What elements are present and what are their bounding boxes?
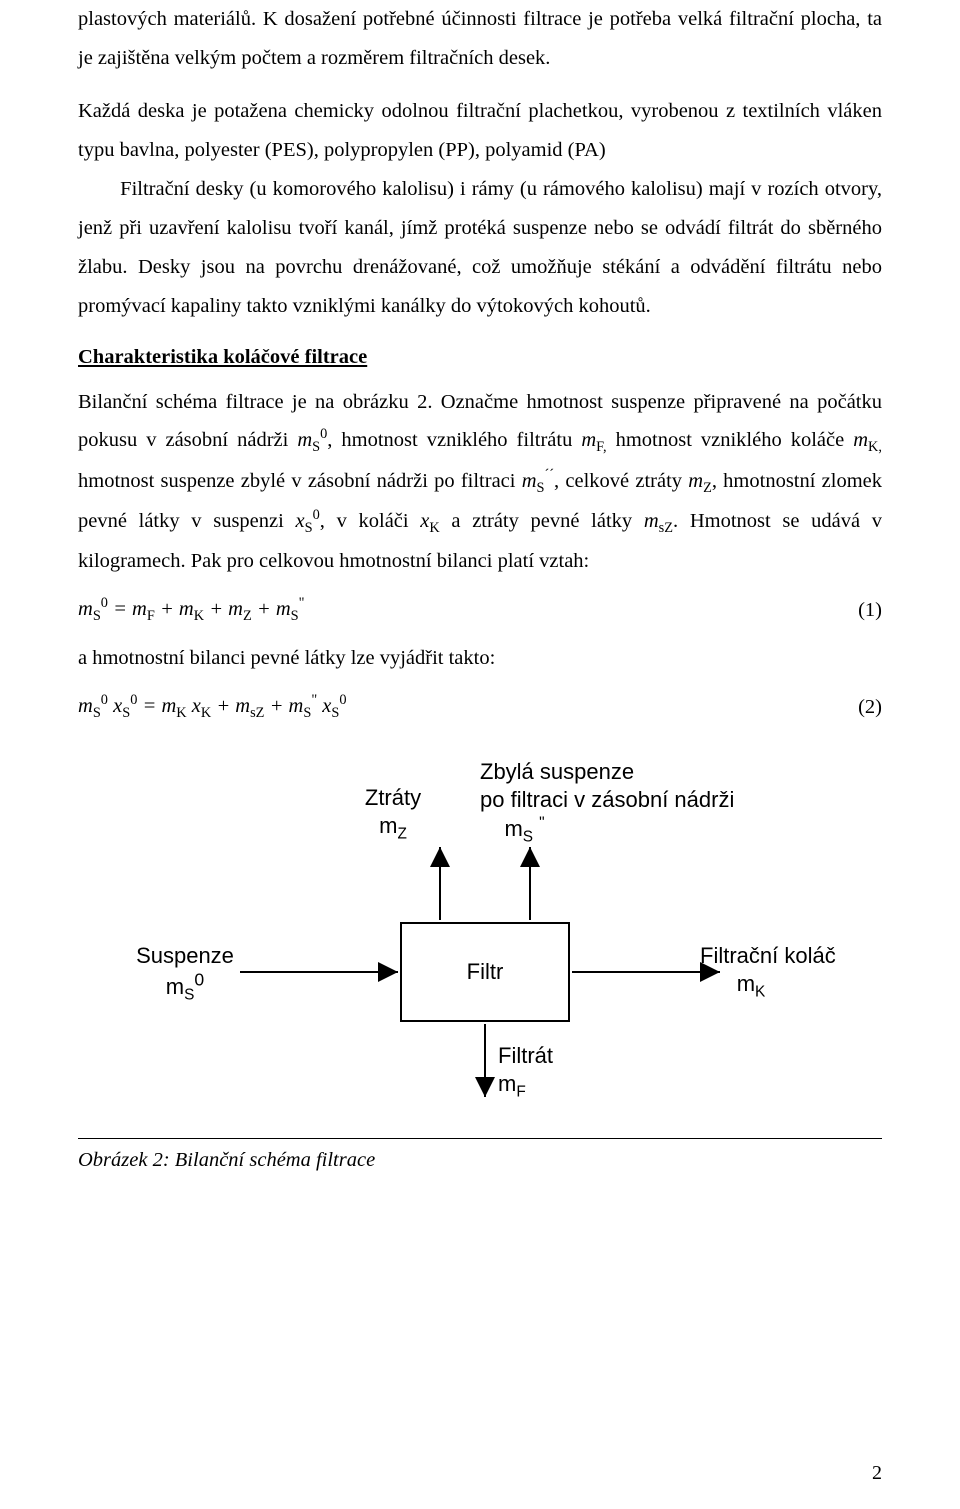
sym-msZ: msZ [644,510,673,532]
ztraty-sym: mZ [379,813,407,838]
section-title: Charakteristika koláčové filtrace [78,346,882,369]
p3-c: hmotnost vzniklého koláče [607,429,854,451]
figure-caption: Obrázek 2: Bilanční schéma filtrace [78,1149,882,1172]
balance-diagram: Filtr Suspenze mS0 Ztráty mZ Zbylá suspe… [110,762,850,1132]
suspenze-label: Suspenze mS0 [125,942,245,1004]
eq1-body: mS0 = mF + mK + mZ + mS" [78,595,304,625]
sym-xK: xK [420,510,439,532]
p3-e: , celkové ztráty [554,470,688,492]
filtrat-label: Filtrát mF [498,1042,598,1101]
sym-mSpp: mS´´ [522,470,554,492]
eq2-num: (2) [858,696,882,719]
p3-b: , hmotnost vzniklého filtrátu [327,429,581,451]
ztraty-text: Ztráty [365,785,421,810]
p3-g: , v koláči [320,510,421,532]
suspenze-text: Suspenze [136,943,234,968]
page-number: 2 [872,1462,882,1485]
diagram-wrap: Filtr Suspenze mS0 Ztráty mZ Zbylá suspe… [78,762,882,1139]
diagram-underline [78,1138,882,1139]
filtrat-sym: mF [498,1071,526,1096]
filter-label: Filtr [467,959,504,985]
equation-1: mS0 = mF + mK + mZ + mS" (1) [78,595,882,625]
paragraph-1: plastových materiálů. K dosažení potřebn… [78,0,882,78]
page: plastových materiálů. K dosažení potřebn… [0,0,960,1509]
sym-mZ: mZ [688,470,712,492]
sym-mK: mK, [853,429,882,451]
p2-part-b: Filtrační desky (u komorového kalolisu) … [78,178,882,317]
equation-2: mS0 xS0 = mK xK + msZ + mS" xS0 (2) [78,692,882,722]
kolac-label: Filtrační koláč mK [700,942,870,1001]
filtrat-text: Filtrát [498,1043,553,1068]
sym-xS0: xS0 [296,510,320,532]
sym-mS0: mS0 [297,429,327,451]
suspenze-sym: mS0 [166,974,204,999]
sym-mF: mF, [581,429,606,451]
eq1-num: (1) [858,599,882,622]
ztraty-label: Ztráty mZ [348,784,438,843]
paragraph-2: Každá deska je potažena chemicky odolnou… [78,92,882,326]
zbyla-sym: mS " [504,816,544,841]
zbyla-label: Zbylá suspenze po filtraci v zásobní nád… [480,758,800,846]
p2-part-a: Každá deska je potažena chemicky odolnou… [78,100,882,161]
paragraph-4: a hmotnostní bilanci pevné látky lze vyj… [78,639,882,678]
p3-d: hmotnost suspenze zbylé v zásobní nádrži… [78,470,522,492]
filter-box: Filtr [400,922,570,1022]
zbyla-line1: Zbylá suspenze [480,759,634,784]
zbyla-line2: po filtraci v zásobní nádrži [480,787,734,812]
kolac-sym: mK [737,971,766,996]
kolac-text: Filtrační koláč [700,943,836,968]
paragraph-3: Bilanční schéma filtrace je na obrázku 2… [78,383,882,582]
p3-h: a ztráty pevné látky [440,510,644,532]
eq2-body: mS0 xS0 = mK xK + msZ + mS" xS0 [78,692,347,722]
